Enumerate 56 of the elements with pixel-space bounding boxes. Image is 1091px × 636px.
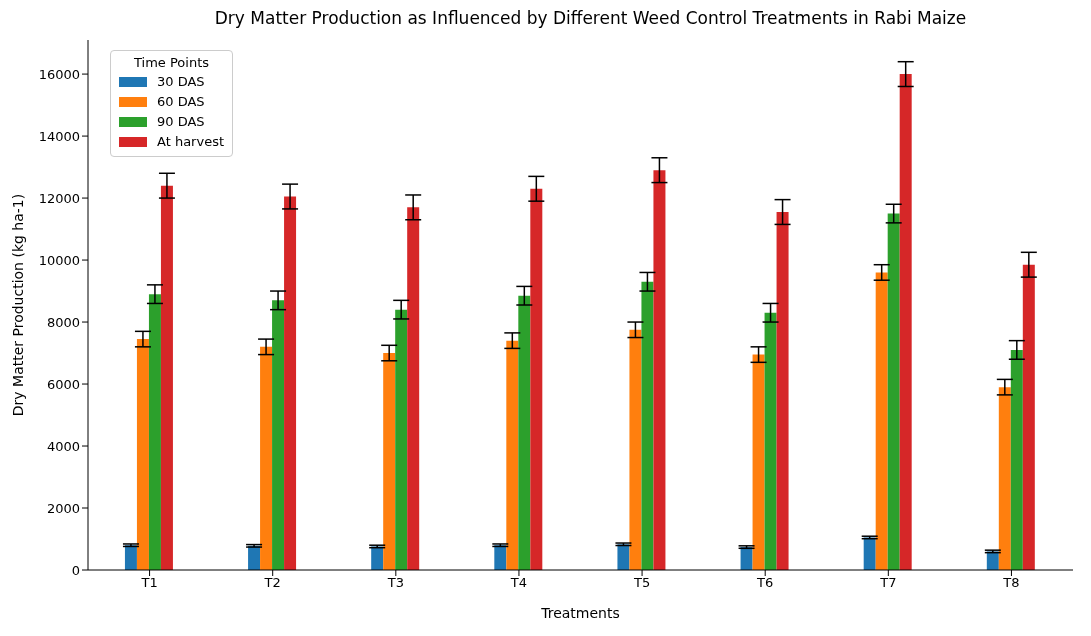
legend-title: Time Points bbox=[133, 55, 210, 70]
y-tick-label: 10000 bbox=[38, 252, 80, 268]
bar bbox=[641, 281, 654, 570]
legend-label: At harvest bbox=[157, 133, 225, 151]
x-tick-label: T4 bbox=[509, 575, 528, 591]
bar bbox=[629, 329, 642, 570]
y-tick-label: 14000 bbox=[38, 128, 80, 144]
bar bbox=[494, 545, 507, 570]
legend-label: 60 DAS bbox=[157, 93, 205, 111]
x-tick-label: T1 bbox=[140, 575, 158, 591]
bar bbox=[617, 544, 630, 570]
bar bbox=[371, 546, 384, 570]
bar bbox=[899, 74, 912, 570]
bar bbox=[124, 545, 137, 570]
bar bbox=[752, 354, 765, 570]
bar bbox=[776, 212, 789, 570]
bar bbox=[284, 196, 297, 570]
bar bbox=[653, 170, 666, 570]
bar bbox=[740, 547, 753, 570]
chart-title: Dry Matter Production as Influenced by Different Weed Control Treatments in Rabi Maize bbox=[213, 8, 968, 28]
y-tick-label: 12000 bbox=[38, 190, 80, 206]
legend-label: 30 DAS bbox=[157, 73, 205, 91]
bar bbox=[1022, 264, 1035, 570]
bar bbox=[395, 309, 408, 570]
y-tick-label: 16000 bbox=[38, 66, 80, 82]
bar bbox=[407, 207, 420, 570]
y-tick-label: 0 bbox=[71, 562, 80, 578]
legend-label: 90 DAS bbox=[157, 113, 205, 131]
x-tick-label: T7 bbox=[879, 575, 897, 591]
bar bbox=[506, 340, 519, 570]
y-tick-label: 2000 bbox=[46, 500, 80, 516]
y-tick-label: 6000 bbox=[46, 376, 80, 392]
bar bbox=[383, 353, 396, 570]
x-tick-label: T3 bbox=[386, 575, 404, 591]
y-tick-label: 8000 bbox=[46, 314, 80, 330]
bar bbox=[764, 312, 777, 570]
bar bbox=[260, 346, 273, 570]
bar bbox=[136, 339, 149, 570]
bar bbox=[998, 387, 1011, 570]
bar bbox=[148, 294, 161, 570]
x-tick-label: T5 bbox=[632, 575, 651, 591]
bar bbox=[518, 295, 531, 570]
bar bbox=[986, 551, 999, 570]
x-tick-label: T8 bbox=[1002, 575, 1020, 591]
bar bbox=[272, 300, 285, 570]
bar bbox=[160, 185, 173, 570]
y-axis-title: Dry Matter Production (kg ha-1) bbox=[9, 193, 26, 417]
bar bbox=[887, 213, 900, 570]
y-tick-label: 4000 bbox=[46, 438, 80, 454]
x-axis-title: Treatments bbox=[540, 604, 620, 621]
bar bbox=[1010, 349, 1023, 570]
bar bbox=[875, 272, 888, 570]
bar bbox=[863, 537, 876, 570]
bar bbox=[530, 188, 543, 570]
x-tick-label: T6 bbox=[756, 575, 774, 591]
x-tick-label: T2 bbox=[263, 575, 281, 591]
